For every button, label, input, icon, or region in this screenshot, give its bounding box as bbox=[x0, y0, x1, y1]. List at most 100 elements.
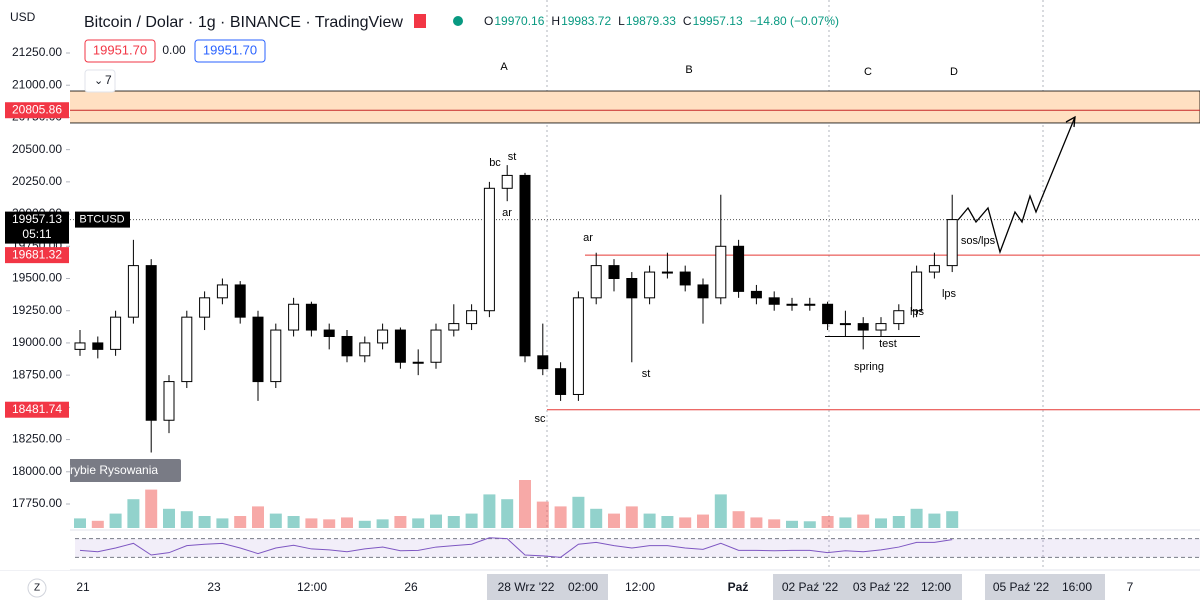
volume-bar bbox=[376, 519, 389, 528]
candle-body bbox=[875, 323, 887, 331]
candle-body bbox=[572, 297, 584, 395]
price-tick-label: 21000.00 bbox=[12, 77, 62, 91]
time-label: 28 Wrz '22 bbox=[498, 580, 555, 594]
indicators-toggle[interactable] bbox=[84, 69, 116, 93]
candle-body bbox=[786, 303, 798, 306]
buy-button[interactable] bbox=[194, 39, 266, 63]
candle-body bbox=[733, 245, 745, 292]
candle-body bbox=[448, 323, 460, 331]
candle-body bbox=[928, 265, 940, 273]
sell-button[interactable] bbox=[84, 39, 156, 63]
volume-bar bbox=[857, 514, 870, 528]
candle-body bbox=[341, 335, 353, 357]
candle-body bbox=[216, 284, 228, 299]
time-label: 02 Paź '22 bbox=[782, 580, 839, 594]
price-tick-label: 18250.00 bbox=[12, 432, 62, 446]
scale-button[interactable] bbox=[27, 578, 47, 598]
price-badge-label: 19957.13 bbox=[12, 212, 62, 226]
annotation: st bbox=[642, 368, 651, 380]
symbol-badge-label: BTCUSD bbox=[79, 214, 124, 226]
candle-body bbox=[323, 329, 335, 337]
volume-bar bbox=[341, 517, 353, 528]
volume-bar bbox=[839, 517, 852, 528]
time-label: 7 bbox=[1127, 580, 1134, 594]
annotation: test bbox=[879, 338, 897, 350]
candle-body bbox=[163, 381, 175, 421]
candle-body bbox=[697, 284, 709, 299]
price-badge bbox=[5, 247, 69, 264]
volume-bar bbox=[892, 516, 905, 528]
time-highlight bbox=[773, 574, 962, 600]
volume-bar bbox=[519, 480, 531, 528]
volume-bar bbox=[750, 517, 763, 528]
candle-body bbox=[555, 368, 567, 395]
resistance-zone bbox=[0, 90, 1200, 124]
rsi-line bbox=[79, 537, 953, 558]
volume-bar bbox=[465, 513, 478, 528]
symbol-badge bbox=[75, 211, 130, 228]
volume-bar bbox=[679, 517, 692, 528]
ohlc-key: O bbox=[484, 14, 493, 28]
annotation: sos/lps bbox=[961, 235, 996, 247]
flag-icon[interactable] bbox=[414, 14, 426, 28]
candle-body bbox=[466, 310, 478, 325]
volume-bar bbox=[109, 513, 122, 528]
time-label: 21 bbox=[76, 580, 90, 594]
volume-bar bbox=[786, 520, 798, 528]
candle-body bbox=[181, 316, 193, 383]
volume-bar bbox=[216, 518, 229, 528]
ohlc: O 19970.16 H 19983.72 L 19879.33 C 19957.13 −14.… bbox=[484, 14, 839, 28]
plot bbox=[0, 90, 1200, 558]
time-label: 12:00 bbox=[297, 580, 327, 594]
volume-bar bbox=[287, 516, 300, 528]
volume-bar bbox=[697, 514, 709, 528]
change: −14.80 (−0.07%) bbox=[750, 14, 839, 28]
volume-bar bbox=[447, 516, 460, 528]
time-highlight bbox=[985, 574, 1105, 600]
time-label: 26 bbox=[404, 580, 418, 594]
volume-bar bbox=[608, 513, 620, 528]
ohlc-key: C bbox=[683, 14, 692, 28]
volume-bar bbox=[305, 518, 318, 528]
volume-bar bbox=[180, 511, 193, 528]
candle-body bbox=[893, 310, 905, 325]
price-tick-label: 18000.00 bbox=[12, 464, 62, 478]
volume-bar bbox=[430, 514, 442, 528]
volume-bar bbox=[74, 518, 86, 528]
ohlc-key: H bbox=[551, 14, 560, 28]
volume-bar bbox=[394, 516, 407, 528]
candle-body bbox=[110, 316, 122, 350]
ohlc-value: 19879.33 bbox=[626, 14, 676, 28]
volume-bar bbox=[875, 518, 887, 528]
ohlc-value: 19957.13 bbox=[693, 14, 743, 28]
time-label: 12:00 bbox=[625, 580, 655, 594]
volume-bar bbox=[127, 499, 140, 528]
volume-bar bbox=[91, 520, 104, 528]
candle-body bbox=[377, 329, 389, 344]
arrow-head bbox=[1065, 115, 1076, 128]
candle-body bbox=[92, 342, 104, 350]
volume-bar bbox=[928, 513, 941, 528]
candle-body bbox=[127, 265, 139, 318]
candle-body bbox=[288, 303, 300, 331]
volume-bar bbox=[643, 513, 656, 528]
candle-body bbox=[590, 265, 602, 299]
volume-bar bbox=[661, 516, 674, 528]
time-highlight bbox=[487, 574, 608, 600]
candle-body bbox=[644, 271, 656, 299]
price-badge bbox=[5, 211, 69, 244]
price-tick-label: 18750.00 bbox=[12, 367, 62, 381]
candle-body bbox=[750, 290, 762, 299]
currency[interactable]: USD bbox=[10, 10, 36, 24]
volume-bar bbox=[323, 519, 336, 528]
phase-label: A bbox=[500, 61, 508, 73]
volume-bar bbox=[145, 489, 158, 528]
candle-body bbox=[74, 342, 86, 350]
price-badge bbox=[5, 102, 69, 119]
spread: 0.00 bbox=[162, 43, 186, 57]
volume-bar bbox=[536, 501, 549, 528]
price-tick-label: 20250.00 bbox=[12, 174, 62, 188]
candle-body bbox=[715, 245, 727, 299]
time-label: 23 bbox=[207, 580, 221, 594]
